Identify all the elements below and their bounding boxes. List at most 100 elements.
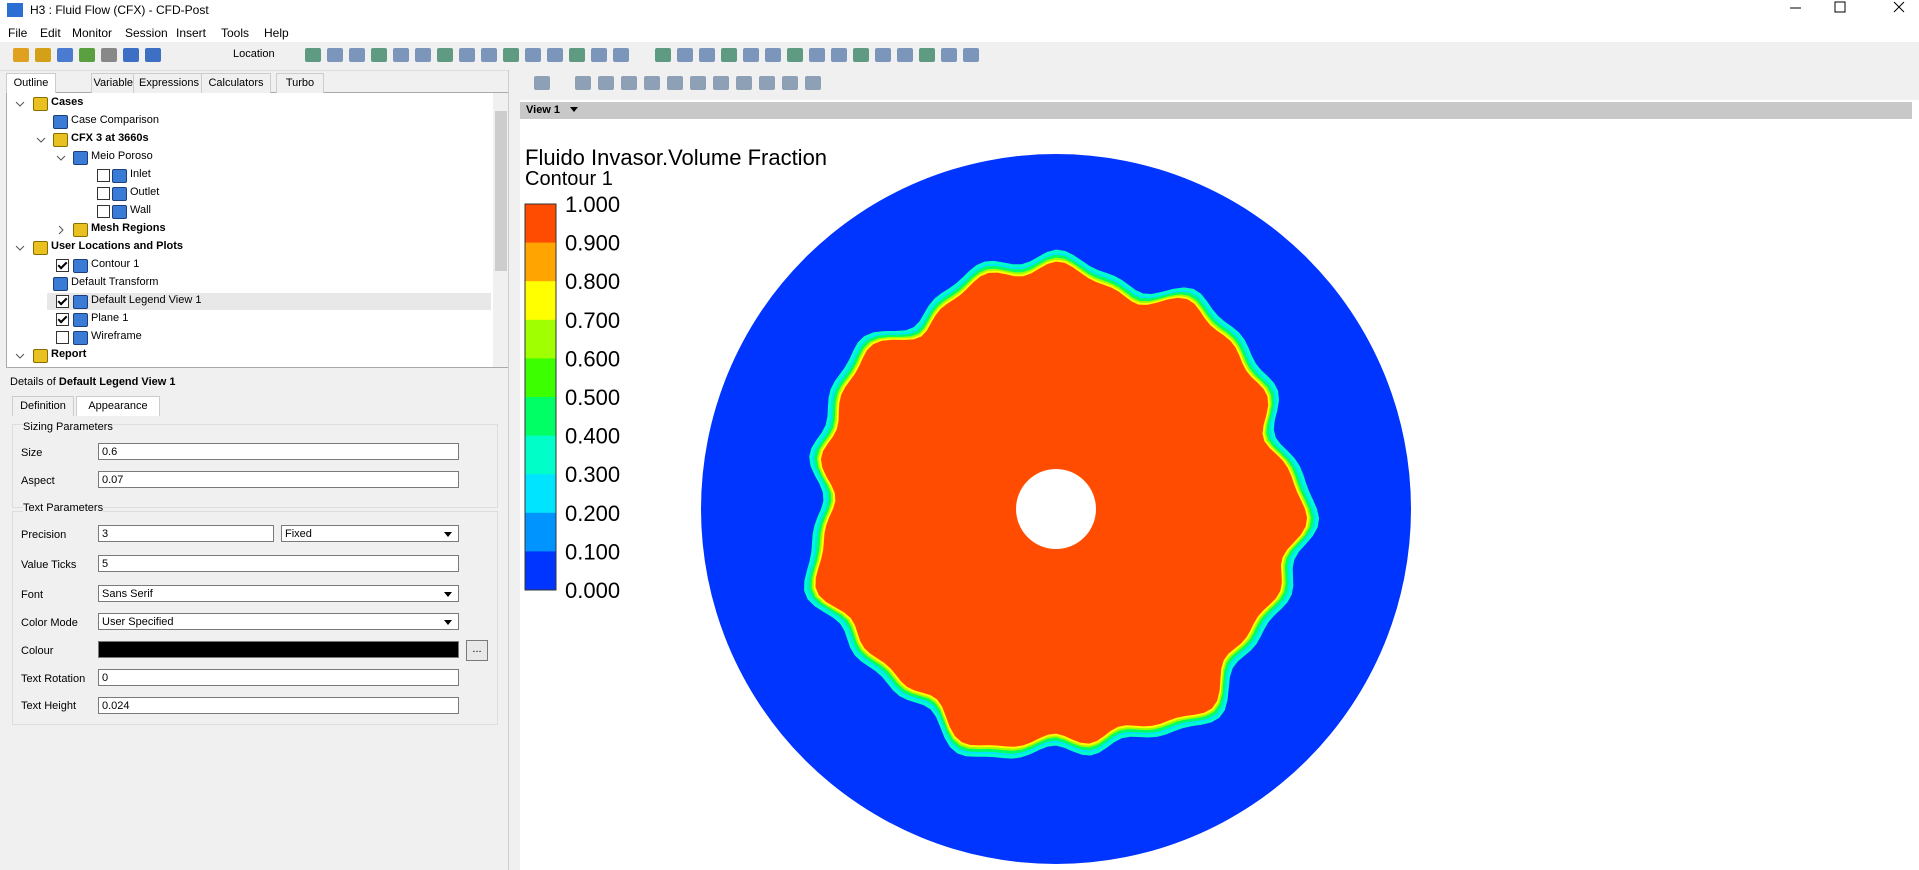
precision-mode[interactable]: Fixed: [281, 525, 459, 542]
tool-button[interactable]: [941, 48, 957, 62]
menu-item[interactable]: Session: [125, 26, 168, 40]
expander[interactable]: [15, 99, 25, 109]
tree-label[interactable]: Inlet: [130, 168, 151, 180]
view-tool[interactable]: [667, 76, 683, 90]
tree-label[interactable]: Default Transform: [71, 276, 159, 288]
menu-item[interactable]: Edit: [40, 26, 61, 40]
outline-tab[interactable]: Expressions: [133, 73, 205, 93]
tree-label[interactable]: Meio Poroso: [91, 150, 153, 162]
menu-item[interactable]: File: [8, 26, 28, 40]
tool-button[interactable]: [875, 48, 891, 62]
precision-input[interactable]: 3: [98, 525, 274, 542]
tool-button[interactable]: [459, 48, 475, 62]
tool-button[interactable]: [699, 48, 715, 62]
outline-tab[interactable]: Variables: [91, 73, 141, 93]
splitter[interactable]: [508, 70, 521, 870]
view-tool[interactable]: [598, 76, 614, 90]
tool-button[interactable]: [415, 48, 431, 62]
tree-label[interactable]: Report: [51, 348, 87, 360]
tool-button[interactable]: [655, 48, 671, 62]
view-tool[interactable]: [644, 76, 660, 90]
view-tool[interactable]: [805, 76, 821, 90]
tool-button[interactable]: [613, 48, 629, 62]
details-tab[interactable]: Appearance: [76, 396, 160, 416]
tool-button[interactable]: [481, 48, 497, 62]
expander[interactable]: [15, 351, 25, 361]
location-button[interactable]: Location: [233, 48, 275, 60]
tool-button[interactable]: [743, 48, 759, 62]
tool-button[interactable]: [13, 48, 29, 62]
tool-button[interactable]: [145, 48, 161, 62]
tree-label[interactable]: Wall: [130, 204, 151, 216]
tool-button[interactable]: [57, 48, 73, 62]
rotation-input[interactable]: 0: [98, 669, 459, 686]
expander[interactable]: [56, 153, 66, 163]
tool-button[interactable]: [809, 48, 825, 62]
view-tool[interactable]: [690, 76, 706, 90]
tool-button[interactable]: [349, 48, 365, 62]
tool-button[interactable]: [503, 48, 519, 62]
tool-button[interactable]: [919, 48, 935, 62]
tool-button[interactable]: [677, 48, 693, 62]
view-tool[interactable]: [759, 76, 775, 90]
aspect-input[interactable]: 0.07: [98, 471, 459, 488]
height-input[interactable]: 0.024: [98, 697, 459, 714]
view-name[interactable]: View 1: [526, 104, 561, 116]
tool-button[interactable]: [101, 48, 117, 62]
color-mode-select[interactable]: User Specified: [98, 613, 459, 630]
tool-button[interactable]: [437, 48, 453, 62]
menu-item[interactable]: Monitor: [72, 26, 113, 40]
tool-button[interactable]: [123, 48, 139, 62]
tree-label[interactable]: Mesh Regions: [91, 222, 166, 234]
tool-button[interactable]: [305, 48, 321, 62]
tool-button[interactable]: [765, 48, 781, 62]
expander[interactable]: [36, 135, 46, 145]
tree-label[interactable]: CFX 3 at 3660s: [71, 132, 149, 144]
tool-button[interactable]: [393, 48, 409, 62]
tree-label[interactable]: Wireframe: [91, 330, 142, 342]
tree-label[interactable]: User Locations and Plots: [51, 240, 184, 252]
tree-label[interactable]: Case Comparison: [71, 114, 160, 126]
tree-label[interactable]: Contour 1: [91, 258, 140, 270]
details-tab[interactable]: Definition: [12, 396, 74, 416]
tool-button[interactable]: [853, 48, 869, 62]
checkbox[interactable]: [56, 331, 69, 344]
tool-button[interactable]: [35, 48, 51, 62]
expander[interactable]: [15, 243, 25, 253]
view-tool[interactable]: [736, 76, 752, 90]
view-tool[interactable]: [575, 76, 591, 90]
window-controls[interactable]: [1790, 0, 1919, 22]
tree-label[interactable]: Cases: [51, 96, 84, 108]
tool-button[interactable]: [591, 48, 607, 62]
view-tool[interactable]: [713, 76, 729, 90]
view-tool[interactable]: [782, 76, 798, 90]
tool-button[interactable]: [371, 48, 387, 62]
tool-button[interactable]: [547, 48, 563, 62]
menu-item[interactable]: Insert: [176, 26, 207, 40]
outline-tab[interactable]: Calculators: [201, 73, 271, 93]
tool-button[interactable]: [897, 48, 913, 62]
checkbox[interactable]: [97, 169, 110, 182]
checkbox[interactable]: [56, 295, 69, 308]
colour-swatch[interactable]: [98, 641, 459, 658]
checkbox[interactable]: [97, 187, 110, 200]
tool-button[interactable]: [787, 48, 803, 62]
tool-button[interactable]: [831, 48, 847, 62]
outline-tab[interactable]: Outline: [6, 73, 56, 93]
tree-label[interactable]: Default Legend View 1: [91, 294, 202, 306]
size-input[interactable]: 0.6: [98, 443, 459, 460]
tree-label[interactable]: Outlet: [130, 186, 160, 198]
outline-tab[interactable]: Turbo: [276, 73, 324, 93]
tool-button[interactable]: [327, 48, 343, 62]
checkbox[interactable]: [97, 205, 110, 218]
tool-button[interactable]: [79, 48, 95, 62]
view-tool[interactable]: [534, 76, 550, 90]
view-tool[interactable]: [621, 76, 637, 90]
menu-item[interactable]: Help: [264, 26, 289, 40]
colour-button[interactable]: ...: [466, 640, 488, 661]
tool-button[interactable]: [721, 48, 737, 62]
expander[interactable]: [56, 225, 66, 235]
tree-label[interactable]: Plane 1: [91, 312, 129, 324]
font-select[interactable]: Sans Serif: [98, 585, 459, 602]
